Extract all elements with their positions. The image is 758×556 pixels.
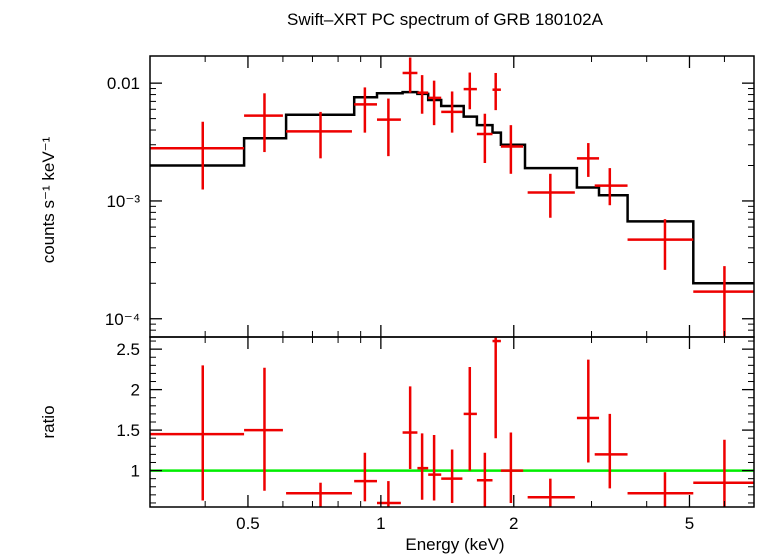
spectrum-panel: 0.01 10⁻³ 10⁻⁴ xyxy=(105,55,755,338)
chart-title: Swift–XRT PC spectrum of GRB 180102A xyxy=(287,10,604,29)
spectrum-data-point xyxy=(527,173,575,218)
spectrum-data-point xyxy=(150,121,245,190)
ratio-data-point xyxy=(354,452,377,502)
ratio-data-point xyxy=(492,337,501,439)
ratio-y-tick-label: 1.5 xyxy=(116,421,140,440)
ratio-panel: 1 1.5 2 2.5 0.5 1 2 5 xyxy=(116,336,755,533)
spectrum-data-point xyxy=(693,266,754,337)
ratio-data-point xyxy=(150,365,245,501)
x-tick-label: 0.5 xyxy=(236,514,260,533)
spectrum-data-point xyxy=(286,111,352,159)
spectrum-data-point xyxy=(441,91,463,133)
ratio-data-point xyxy=(417,433,429,500)
ratio-frame xyxy=(149,336,755,508)
ratio-data-point xyxy=(527,478,575,507)
ratio-data-point xyxy=(500,432,524,503)
spectrum-data-point xyxy=(500,125,524,174)
spectrum-data-point xyxy=(576,143,600,177)
x-tick-label: 1 xyxy=(376,514,385,533)
x-tick-label: 5 xyxy=(685,514,694,533)
ratio-data-point xyxy=(627,472,694,507)
ratio-y-tick-label: 2 xyxy=(131,381,140,400)
ratio-data-point xyxy=(594,413,628,489)
ratio-data-point xyxy=(244,367,283,491)
ratio-data-point xyxy=(463,366,477,471)
x-axis-label: Energy (keV) xyxy=(405,535,504,554)
spectrum-y-tick-label: 10⁻⁴ xyxy=(105,310,140,329)
spectrum-data-point xyxy=(476,113,493,163)
spectrum-data-point xyxy=(376,98,401,157)
ratio-data-point xyxy=(402,386,418,469)
spectrum-data-point xyxy=(627,219,694,270)
spectrum-y-tick-label: 0.01 xyxy=(107,74,140,93)
spectrum-y-axis-label: counts s⁻¹ keV⁻¹ xyxy=(39,136,58,263)
spectrum-y-tick-label: 10⁻³ xyxy=(106,192,140,211)
ratio-data-point xyxy=(428,434,442,501)
spectrum-data-point xyxy=(402,57,418,93)
spectrum-data-point xyxy=(463,72,477,110)
spectrum-data-point xyxy=(354,87,377,133)
ratio-data-point xyxy=(476,452,493,507)
spectrum-data-point xyxy=(428,80,442,126)
ratio-data-point xyxy=(286,482,352,507)
ratio-y-tick-label: 1 xyxy=(131,462,140,481)
spectrum-data-point xyxy=(244,93,283,153)
ratio-y-tick-label: 2.5 xyxy=(116,340,140,359)
spectrum-data-point xyxy=(417,75,429,114)
ratio-data-point xyxy=(441,449,463,503)
spectrum-data-point xyxy=(492,72,501,111)
ratio-y-axis-label: ratio xyxy=(39,405,58,438)
spectrum-data-point xyxy=(594,168,628,206)
x-tick-label: 2 xyxy=(509,514,518,533)
ratio-data-point xyxy=(693,439,754,507)
spectrum-model-line xyxy=(150,90,754,285)
ratio-data-point xyxy=(576,359,600,463)
